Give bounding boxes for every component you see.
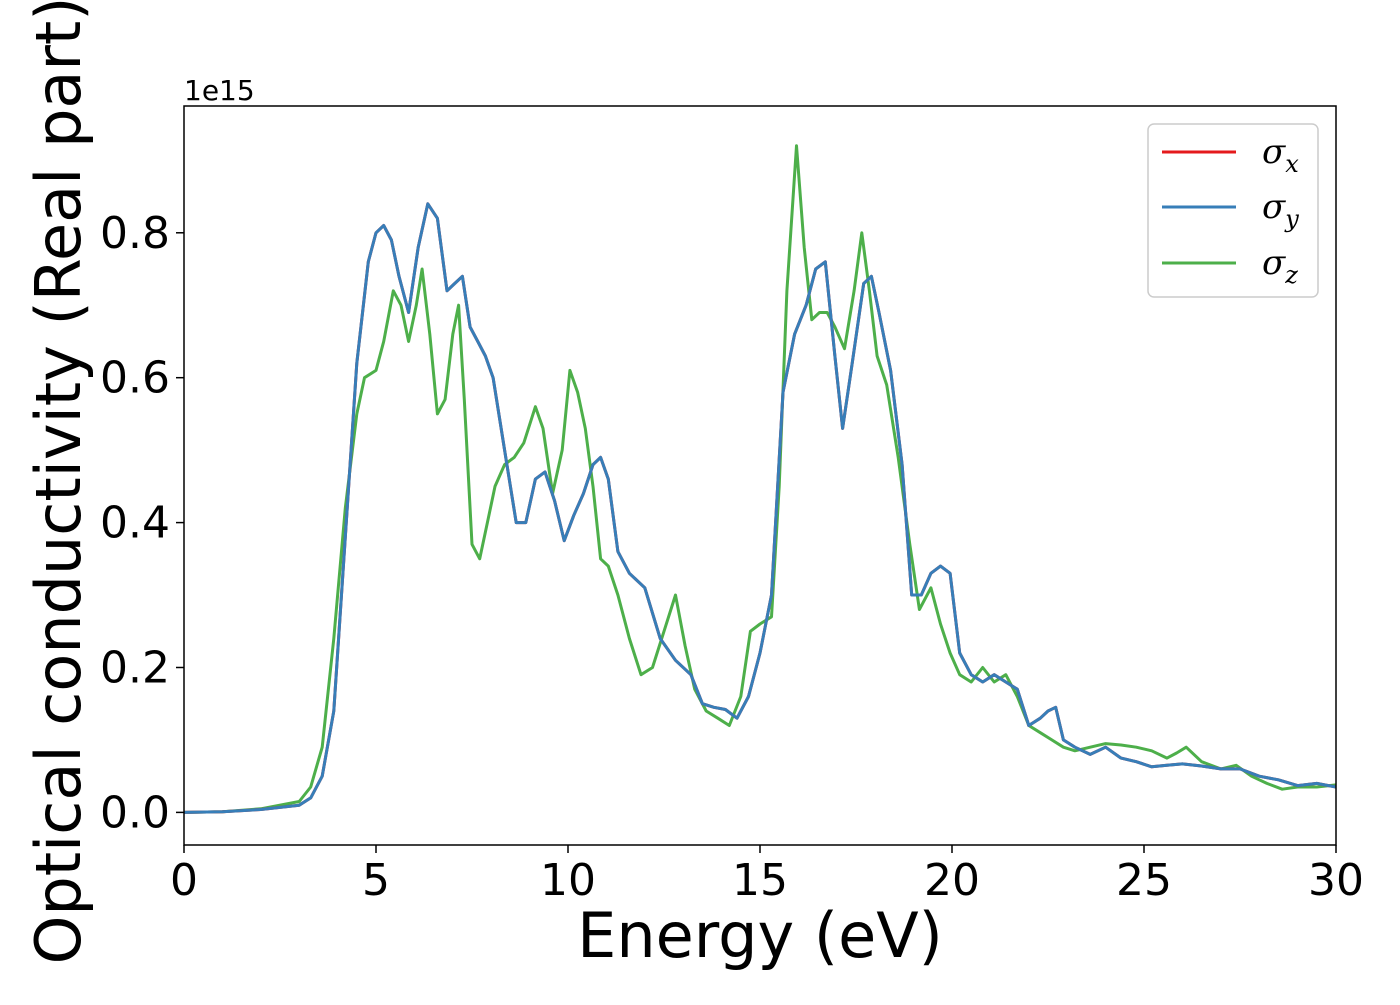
x-tick-label: 25 — [1116, 855, 1172, 906]
x-tick-label: 30 — [1308, 855, 1364, 906]
x-tick-label: 15 — [732, 855, 788, 906]
y-tick-label: 0.0 — [100, 787, 170, 838]
y-tick-label: 0.4 — [100, 498, 170, 549]
x-tick-label: 20 — [924, 855, 980, 906]
y-tick-label: 0.2 — [100, 642, 170, 693]
series-line-sigma-y — [184, 202, 1336, 814]
series-line-sigma-z — [184, 144, 1336, 814]
legend-box — [1147, 123, 1319, 298]
x-tick-label: 10 — [540, 855, 596, 906]
y-offset-text: 1e15 — [184, 74, 255, 107]
y-axis-title: Optical conductivity (Real part) — [22, 0, 95, 964]
x-axis-title: Energy (eV) — [577, 899, 943, 972]
y-tick-label: 0.8 — [100, 208, 170, 259]
x-tick-label: 5 — [362, 855, 390, 906]
x-tick-label: 0 — [170, 855, 198, 906]
y-tick-label: 0.6 — [100, 353, 170, 404]
